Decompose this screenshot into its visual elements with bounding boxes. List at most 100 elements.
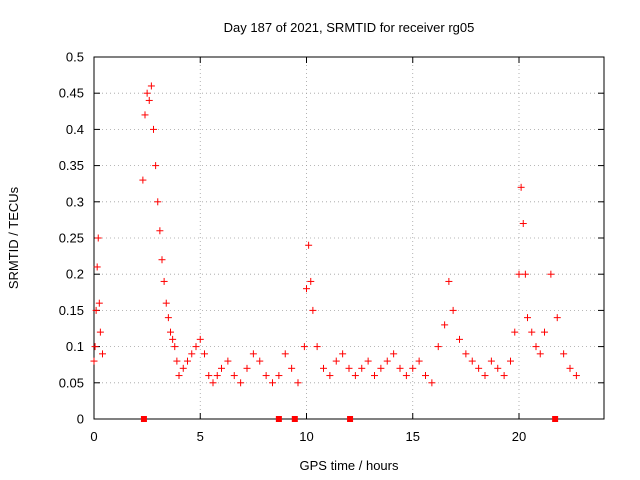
data-point <box>552 416 559 422</box>
data-point <box>140 416 147 422</box>
data-point <box>237 379 245 387</box>
data-point <box>515 270 523 278</box>
y-tick-label: 0.15 <box>59 303 84 318</box>
data-point <box>256 357 264 365</box>
data-point <box>547 270 555 278</box>
data-point <box>262 372 270 380</box>
data-point <box>303 285 310 293</box>
data-point <box>364 357 372 365</box>
data-point <box>339 350 347 358</box>
y-tick-label: 0.05 <box>59 375 84 390</box>
data-point <box>188 350 196 358</box>
data-point <box>519 220 527 228</box>
x-tick-label: 10 <box>299 429 313 444</box>
data-point <box>249 350 257 358</box>
data-point <box>553 314 561 322</box>
data-point <box>511 328 519 336</box>
data-point <box>179 364 187 372</box>
data-point <box>281 350 289 358</box>
data-point <box>92 306 100 314</box>
data-point <box>90 357 98 365</box>
data-point <box>445 277 453 285</box>
data-point <box>541 328 548 336</box>
data-point <box>572 372 580 380</box>
data-point <box>173 357 181 365</box>
data-point <box>93 263 101 271</box>
tick-layer: 0 0.05 0.1 0.15 0.2 0.25 0.3 0.35 0.4 0.45 0.5 0 5 10… <box>59 50 604 444</box>
data-point <box>230 372 238 380</box>
data-point <box>422 372 429 380</box>
data-point <box>532 343 540 351</box>
y-tick-label: 0.3 <box>66 194 84 209</box>
data-point <box>500 372 508 380</box>
data-point <box>275 416 282 422</box>
data-point <box>154 198 162 206</box>
data-point <box>205 372 213 380</box>
data-point <box>209 379 217 387</box>
grid-layer <box>94 57 604 419</box>
data-point <box>396 364 404 372</box>
data-point <box>428 379 436 387</box>
data-point <box>162 299 170 307</box>
data-point <box>288 364 296 372</box>
data-point <box>192 343 200 351</box>
y-tick-label: 0.45 <box>59 86 84 101</box>
data-point <box>441 321 449 329</box>
data-point <box>560 350 568 358</box>
data-point <box>91 343 99 351</box>
data-point <box>351 372 359 380</box>
data-point <box>462 350 470 358</box>
data-point <box>494 364 502 372</box>
data-point <box>517 183 525 191</box>
data-point <box>320 364 327 372</box>
x-tick-label: 0 <box>90 429 97 444</box>
data-point <box>326 372 334 380</box>
data-point <box>164 314 172 322</box>
x-axis-label: GPS time / hours <box>300 458 399 473</box>
data-point <box>307 277 315 285</box>
data-point <box>449 306 457 314</box>
data-point <box>332 357 340 365</box>
data-point <box>171 343 179 351</box>
data-point <box>147 82 155 90</box>
data-point <box>300 343 308 351</box>
data-point <box>475 364 483 372</box>
data-point <box>487 357 495 365</box>
data-point <box>481 372 489 380</box>
data-point <box>139 176 147 184</box>
data-point <box>150 125 157 133</box>
y-tick-label: 0.5 <box>66 50 84 65</box>
data-point <box>141 111 149 119</box>
data-point <box>275 372 283 380</box>
data-point <box>143 89 151 97</box>
data-point <box>566 364 574 372</box>
data-point <box>213 372 221 380</box>
data-point <box>201 350 208 358</box>
data-point <box>158 256 166 264</box>
data-point <box>196 335 204 343</box>
y-tick-label: 0.4 <box>66 122 84 137</box>
data-point <box>218 364 225 372</box>
data-point <box>377 364 385 372</box>
data-point <box>309 306 317 314</box>
data-point <box>156 227 164 235</box>
data-point <box>167 328 174 336</box>
data-point <box>468 357 476 365</box>
data-point <box>415 357 423 365</box>
data-point <box>383 357 391 365</box>
x-tick-label: 20 <box>512 429 526 444</box>
data-point <box>175 372 183 380</box>
data-point <box>536 350 544 358</box>
data-point <box>99 350 106 358</box>
y-axis-label: SRMTID / TECUs <box>6 186 21 289</box>
x-tick-label: 15 <box>406 429 420 444</box>
y-tick-label: 0 <box>77 412 84 427</box>
data-point <box>524 314 531 322</box>
data-point <box>345 364 353 372</box>
y-tick-label: 0.1 <box>66 339 84 354</box>
data-point <box>402 372 410 380</box>
data-point <box>390 350 398 358</box>
data-points <box>90 82 580 422</box>
data-point <box>305 241 313 249</box>
